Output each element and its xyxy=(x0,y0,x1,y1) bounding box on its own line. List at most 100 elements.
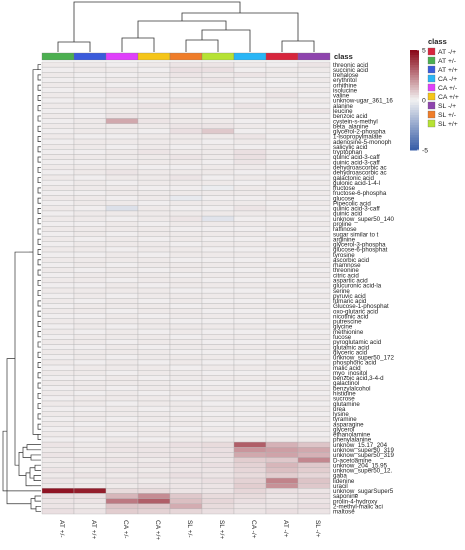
annotation-cell xyxy=(105,52,139,61)
heatmap-cell xyxy=(41,349,75,355)
heatmap-cell xyxy=(169,462,203,468)
heatmap-cell xyxy=(265,226,299,232)
heatmap-cell xyxy=(41,421,75,427)
heatmap-cell xyxy=(41,472,75,479)
heatmap-cell xyxy=(233,503,267,510)
heatmap-cell xyxy=(41,303,75,309)
heatmap-cell xyxy=(297,87,331,93)
heatmap-cell xyxy=(41,215,75,222)
heatmap-cell xyxy=(41,375,75,381)
heatmap-cell xyxy=(169,123,203,129)
color-scale-step xyxy=(410,52,419,56)
dendrogram-branch xyxy=(37,382,41,389)
class-legend-label: SL +/+ xyxy=(438,121,458,128)
heatmap-cell xyxy=(105,436,139,443)
heatmap-cell xyxy=(265,308,299,314)
heatmap-cell xyxy=(233,313,267,319)
class-annotation-bar xyxy=(41,52,331,61)
row-label: threonine xyxy=(333,267,359,274)
heatmap-cell xyxy=(233,272,267,278)
heatmap-cell xyxy=(233,226,267,232)
heatmap-cell xyxy=(169,477,203,484)
heatmap-cell xyxy=(233,441,267,448)
heatmap-cell xyxy=(169,370,203,376)
heatmap-cell xyxy=(169,323,203,330)
heatmap-cell xyxy=(297,118,331,124)
heatmap-cell xyxy=(105,113,139,119)
heatmap-cell xyxy=(105,483,139,489)
heatmap-cell xyxy=(137,359,171,366)
heatmap-cell xyxy=(201,328,235,335)
heatmap-cell xyxy=(169,452,203,458)
column-labels: AT +/- AT +/+ CA +/- CA +/+ SL +/- SL +/+ CA -… xyxy=(58,520,321,540)
heatmap-cell xyxy=(265,102,299,109)
class-legend-swatch xyxy=(427,101,436,110)
color-scale-step xyxy=(410,110,419,113)
row-label: uracil xyxy=(333,483,348,490)
heatmap-cell xyxy=(137,503,171,510)
heatmap-cell xyxy=(265,411,299,417)
heatmap-cell xyxy=(169,221,203,227)
heatmap-cell xyxy=(201,308,235,314)
heatmap-cell xyxy=(233,411,267,417)
heatmap-cell xyxy=(105,328,139,335)
dendrogram-branch xyxy=(37,300,41,307)
dendrogram-branch xyxy=(26,444,41,451)
heatmap-cell xyxy=(105,231,139,237)
row-label: fructose xyxy=(333,185,356,192)
heatmap-cell xyxy=(233,483,267,489)
heatmap-cell xyxy=(201,421,235,427)
heatmap-cell xyxy=(41,226,75,232)
heatmap-cell xyxy=(105,149,139,155)
heatmap-cell xyxy=(201,488,235,494)
heatmap-cell xyxy=(137,123,171,129)
heatmap-cell xyxy=(169,385,203,391)
row-label: ethanolamine xyxy=(333,432,371,439)
heatmap-cell xyxy=(137,292,171,299)
heatmap-cell xyxy=(73,411,107,417)
dendrogram-branch xyxy=(281,40,315,52)
row-label: citric acid xyxy=(333,272,359,279)
heatmap-cell xyxy=(105,400,139,407)
heatmap-cell xyxy=(265,359,299,366)
heatmap-cell xyxy=(41,467,75,474)
row-label: Pipecolic acid xyxy=(333,200,371,207)
row-label: unknow_super50_319 xyxy=(333,452,394,459)
heatmap-cell xyxy=(137,416,171,422)
heatmap-cell xyxy=(41,144,75,150)
heatmap-cell xyxy=(201,262,235,268)
heatmap-cell xyxy=(137,154,171,160)
column-label: AT +/+ xyxy=(90,520,97,539)
color-scale-step xyxy=(410,127,419,131)
class-legend-swatch xyxy=(427,119,436,128)
heatmap-cell xyxy=(265,292,299,299)
heatmap-cell xyxy=(233,118,267,124)
heatmap-cell xyxy=(297,318,331,325)
dendrogram-branch xyxy=(37,197,41,204)
heatmap-cell xyxy=(265,174,299,181)
row-label: sugar similar to t xyxy=(333,231,379,238)
heatmap-cell xyxy=(297,190,331,196)
heatmap-cell xyxy=(297,77,331,83)
color-scale-tick-label: 5 xyxy=(422,47,426,54)
dendrogram-branch xyxy=(37,341,41,348)
heatmap-cell xyxy=(73,61,107,68)
dendrogram-branch xyxy=(37,238,41,245)
heatmap-cell xyxy=(169,483,203,489)
heatmap-cell xyxy=(41,318,75,325)
heatmap-cell xyxy=(265,82,299,88)
heatmap-cell xyxy=(41,452,75,458)
row-label: ornithine xyxy=(333,82,357,89)
heatmap-cell xyxy=(265,66,299,73)
heatmap-cell xyxy=(73,308,107,314)
heatmap-cell xyxy=(233,457,267,463)
heatmap-cell xyxy=(201,61,235,68)
heatmap-cell xyxy=(297,498,331,504)
heatmap-cell xyxy=(41,149,75,155)
class-legend-swatch xyxy=(427,47,436,56)
heatmap-cell xyxy=(297,231,331,237)
heatmap-cell xyxy=(233,200,267,206)
row-label: pyruvic acid xyxy=(333,293,366,300)
row-label: sucrose xyxy=(333,396,355,403)
